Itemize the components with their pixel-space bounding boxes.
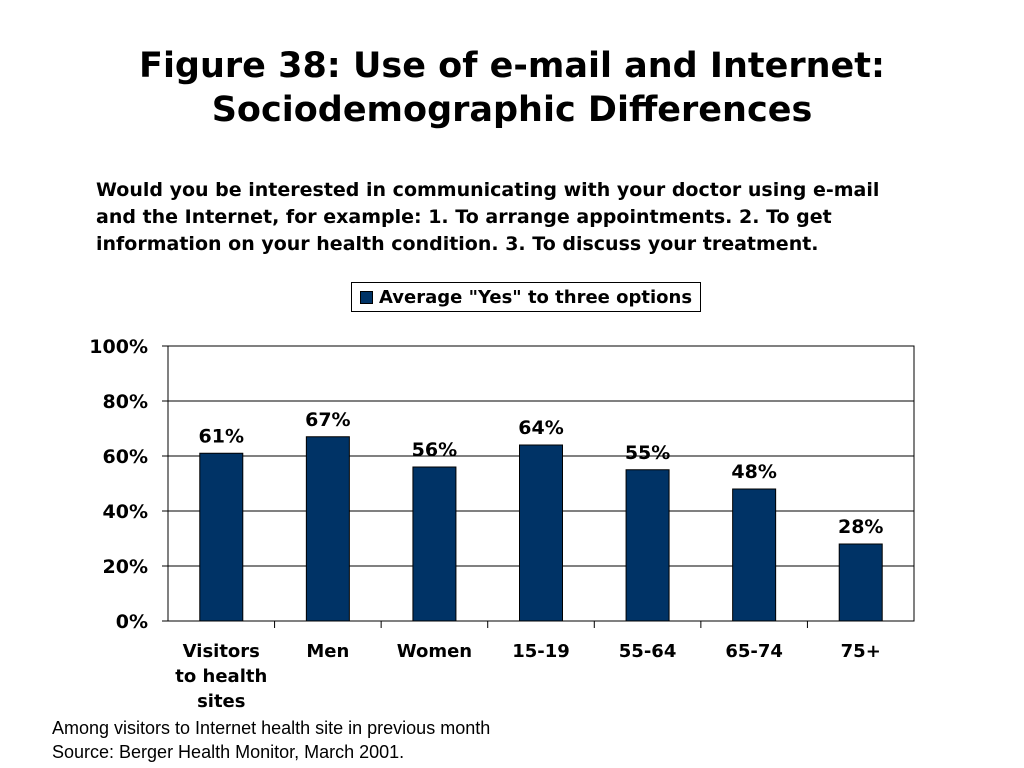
chart-title: Figure 38: Use of e-mail and Internet: S… [0, 44, 1024, 132]
bar [199, 452, 244, 622]
x-tick-label: Men [306, 641, 349, 662]
x-tick-label: 15-19 [512, 641, 570, 662]
legend-label: Average "Yes" to three options [379, 286, 693, 308]
data-label: 61% [199, 425, 244, 447]
bar [305, 436, 350, 622]
data-label: 64% [518, 417, 563, 439]
x-tick-label: to health [175, 666, 267, 687]
y-tick-label: 40% [103, 501, 148, 523]
data-label: 55% [625, 442, 670, 464]
bar [625, 469, 670, 622]
bar [732, 488, 777, 622]
chart-title-line-1: Figure 38: Use of e-mail and Internet: [139, 46, 885, 86]
data-label: 67% [305, 409, 350, 431]
chart-legend: Average "Yes" to three options [351, 282, 702, 312]
footnote: Among visitors to Internet health site i… [52, 716, 490, 764]
data-label: 48% [731, 461, 776, 483]
x-tick-label: 65-74 [725, 641, 783, 662]
bar [412, 466, 457, 622]
y-tick-label: 80% [103, 391, 148, 413]
survey-question-line-3: information on your health condition. 3.… [96, 233, 819, 255]
y-tick-label: 100% [89, 336, 148, 358]
chart-title-line-2: Sociodemographic Differences [211, 90, 813, 130]
x-tick-label: sites [197, 691, 245, 712]
survey-question-line-2: and the Internet, for example: 1. To arr… [96, 206, 832, 228]
y-tick-label: 60% [103, 446, 148, 468]
data-label: 28% [838, 516, 883, 538]
survey-question: Would you be interested in communicating… [96, 177, 956, 258]
footnote-line-1: Among visitors to Internet health site i… [52, 718, 491, 738]
survey-question-line-1: Would you be interested in communicating… [96, 179, 880, 201]
footnote-line-2: Source: Berger Health Monitor, March 200… [52, 742, 405, 762]
x-tick-label: Visitors [183, 641, 260, 662]
x-tick-label: 55-64 [619, 641, 677, 662]
y-tick-label: 0% [116, 611, 148, 633]
bar [519, 444, 563, 622]
data-label: 56% [412, 439, 457, 461]
legend-swatch [360, 290, 373, 304]
x-tick-label: Women [397, 641, 472, 662]
bar [838, 543, 883, 622]
y-tick-label: 20% [103, 556, 148, 578]
x-tick-label: 75+ [841, 641, 881, 662]
